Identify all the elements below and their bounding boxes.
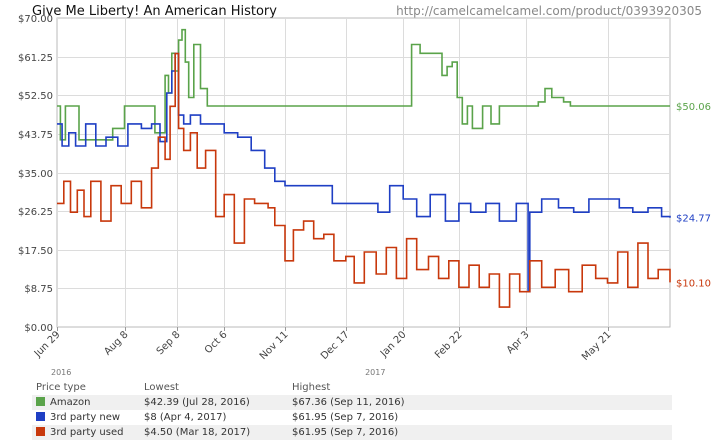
y-tick-label: $43.75 (18, 130, 53, 141)
end-value-label: $24.77 (676, 214, 711, 225)
legend-header-row: Price type Lowest Highest (32, 379, 672, 395)
series-line-3rd-party-new (57, 52, 671, 293)
x-tick-label: Oct 6 (203, 329, 230, 356)
lowest-value: $4.50 (Mar 18, 2017) (140, 425, 288, 440)
x-tick-label: May 21 (580, 329, 614, 363)
x-tick-label: Sep 8 (155, 329, 183, 357)
highest-value: $61.95 (Sep 7, 2016) (288, 425, 486, 440)
legend-name: 3rd party used (50, 427, 124, 438)
y-tick-label: $17.50 (18, 246, 53, 257)
x-tick-label: Feb 22 (433, 329, 465, 361)
series-line-amazon (57, 28, 670, 141)
legend-name: 3rd party new (50, 412, 121, 423)
highest-value: $61.95 (Sep 7, 2016) (292, 412, 399, 423)
end-labels: $50.06 $24.77 $10.10 (676, 102, 711, 289)
y-tick-label: $26.25 (18, 207, 53, 218)
legend-name: Amazon (50, 397, 91, 408)
header-lowest: Lowest (144, 381, 179, 393)
x-tick-label: Nov 11 (258, 329, 291, 362)
product-url[interactable]: http://camelcamelcamel.com/product/03939… (396, 4, 702, 18)
legend-row-3rd-party-used[interactable]: 3rd party used $4.50 (Mar 18, 2017) $61.… (32, 425, 672, 440)
x-tick-label: Jan 20 (378, 329, 409, 360)
year-label: 2017 (365, 368, 385, 377)
used-color-swatch (36, 427, 45, 436)
x-tick-label: Dec 17 (319, 329, 352, 362)
new-color-swatch (36, 412, 45, 421)
highest-value: $67.36 (Sep 11, 2016) (288, 395, 486, 410)
header-highest: Highest (292, 381, 331, 393)
chart-title: Give Me Liberty! An American History (32, 4, 277, 19)
series-lines (57, 28, 671, 308)
y-tick-label: $61.25 (18, 53, 53, 64)
legend-row-amazon[interactable]: Amazon $42.39 (Jul 28, 2016) $67.36 (Sep… (32, 395, 672, 410)
x-tick-label: Aug 8 (102, 329, 130, 357)
year-label: 2016 (51, 368, 71, 377)
lowest-value: $42.39 (Jul 28, 2016) (140, 395, 288, 410)
y-tick-label: $70.00 (18, 14, 53, 25)
y-tick-label: $52.50 (18, 91, 53, 102)
lowest-value: $8 (Apr 4, 2017) (144, 412, 227, 423)
price-legend-table: Price type Lowest Highest Amazon $42.39 … (32, 379, 672, 440)
amazon-color-swatch (36, 397, 45, 406)
y-tick-label: $35.00 (18, 169, 53, 180)
legend-row-3rd-party-new[interactable]: 3rd party new $8 (Apr 4, 2017) $61.95 (S… (32, 410, 672, 425)
header-price-type: Price type (36, 381, 86, 393)
series-line-3rd-party-used (57, 52, 671, 308)
end-value-label: $10.10 (676, 278, 711, 289)
x-tick-label: Apr 3 (505, 329, 532, 356)
end-value-label: $50.06 (676, 102, 711, 113)
y-tick-label: $8.75 (24, 284, 53, 295)
y-tick-label: $0.00 (24, 323, 53, 334)
